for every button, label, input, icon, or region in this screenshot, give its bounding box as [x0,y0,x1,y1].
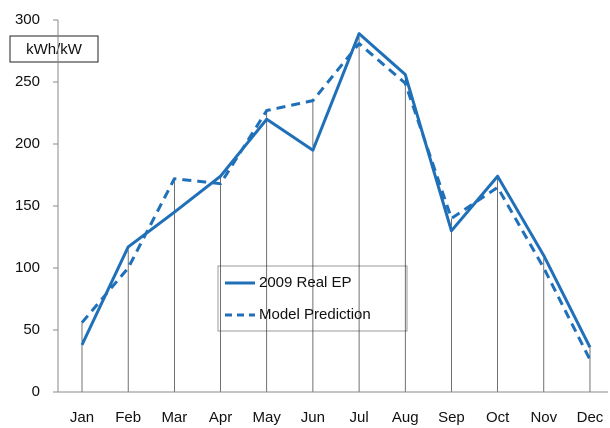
y-tick-label: 300 [15,11,40,28]
x-tick-label: Jan [70,409,94,426]
x-tick-label: Nov [530,409,557,426]
y-tick-label: 150 [15,197,40,214]
y-label-box [9,35,99,63]
x-tick-label: Feb [115,409,141,426]
x-tick-label: May [253,409,282,426]
x-tick-label: Apr [209,409,232,426]
legend-box [217,265,408,332]
legend-label: 2009 Real EP [259,274,352,291]
y-tick-label: 200 [15,135,40,152]
y-tick-label: 250 [15,73,40,90]
series-line [80,32,592,349]
x-tick-label: Dec [577,409,604,426]
y-axis-label: kWh/kW [26,41,83,58]
y-tick-label: 0 [32,383,40,400]
x-tick-label: Mar [161,409,187,426]
x-tick-label: Sep [438,409,465,426]
x-tick-label: Jun [301,409,325,426]
legend-label: Model Prediction [259,306,371,323]
x-tick-label: Jul [349,409,368,426]
y-tick-label: 100 [15,259,40,276]
series-line [80,42,592,361]
y-tick-label: 50 [23,321,40,338]
x-tick-label: Oct [486,409,510,426]
x-tick-label: Aug [392,409,419,426]
